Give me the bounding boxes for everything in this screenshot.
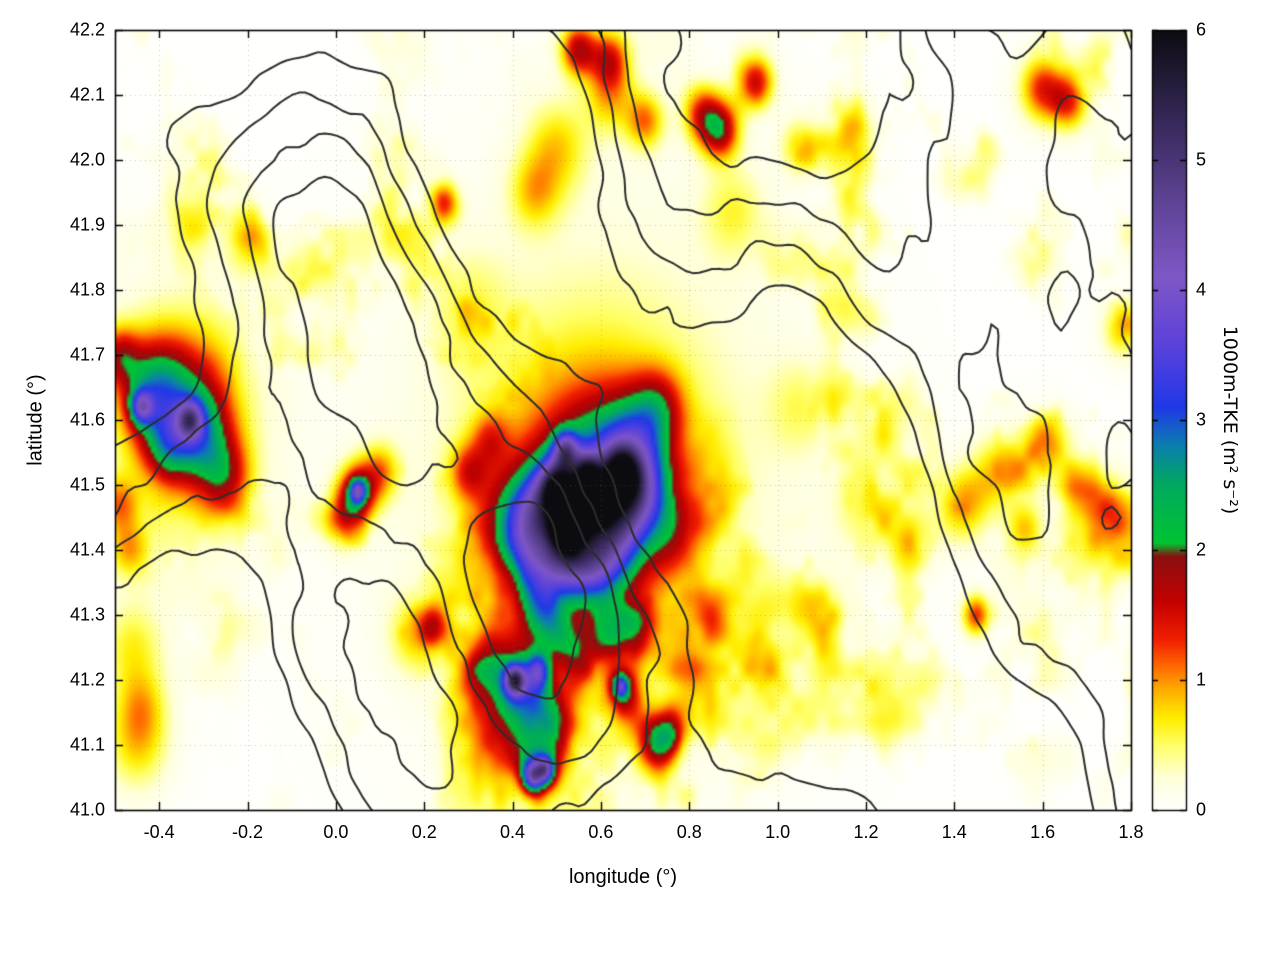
y-tick-label: 41.8 xyxy=(69,279,105,300)
y-tick-label: 41.7 xyxy=(69,344,105,365)
y-tick-label: 41.0 xyxy=(69,799,105,820)
y-tick-label: 42.1 xyxy=(69,84,105,105)
y-tick-label: 42.0 xyxy=(69,149,105,170)
colorbar-tick-label: 0 xyxy=(1196,799,1207,820)
x-tick-label: 1.2 xyxy=(853,822,879,842)
y-tick-label: 41.2 xyxy=(69,669,105,690)
x-tick-label: 0.4 xyxy=(500,822,526,842)
colorbar-tick-label: 6 xyxy=(1196,19,1207,40)
y-tick-label: 41.3 xyxy=(69,604,105,625)
y-tick-label: 41.9 xyxy=(69,214,105,235)
y-tick-label: 41.5 xyxy=(69,474,105,495)
x-tick-label: -0.2 xyxy=(232,822,264,842)
colorbar-label: 1000m-TKE (m² s⁻²) xyxy=(1219,325,1241,515)
colorbar-tick-label: 5 xyxy=(1196,149,1207,170)
y-tick-label: 41.4 xyxy=(69,539,105,560)
colorbar-tick-label: 2 xyxy=(1196,539,1207,560)
y-axis-label: latitude (°) xyxy=(24,374,47,466)
x-tick-label: 0.6 xyxy=(588,822,614,842)
x-tick-label: -0.4 xyxy=(143,822,175,842)
x-tick-label: 1.8 xyxy=(1118,822,1144,842)
y-tick-label: 42.2 xyxy=(69,19,105,40)
y-tick-label: 41.6 xyxy=(69,409,105,430)
x-axis-label: longitude (°) xyxy=(568,866,678,888)
colorbar-tick-label: 3 xyxy=(1196,409,1207,430)
y-tick-label: 41.1 xyxy=(69,734,105,755)
x-tick-label: 0.8 xyxy=(676,822,702,842)
x-tick-label: 1.6 xyxy=(1030,822,1056,842)
x-tick-label: 0.0 xyxy=(323,822,349,842)
x-tick-label: 0.2 xyxy=(411,822,437,842)
x-tick-label: 1.0 xyxy=(765,822,791,842)
colorbar-tick-label: 1 xyxy=(1196,669,1207,690)
colorbar-tick-label: 4 xyxy=(1196,279,1207,300)
x-tick-label: 1.4 xyxy=(941,822,967,842)
